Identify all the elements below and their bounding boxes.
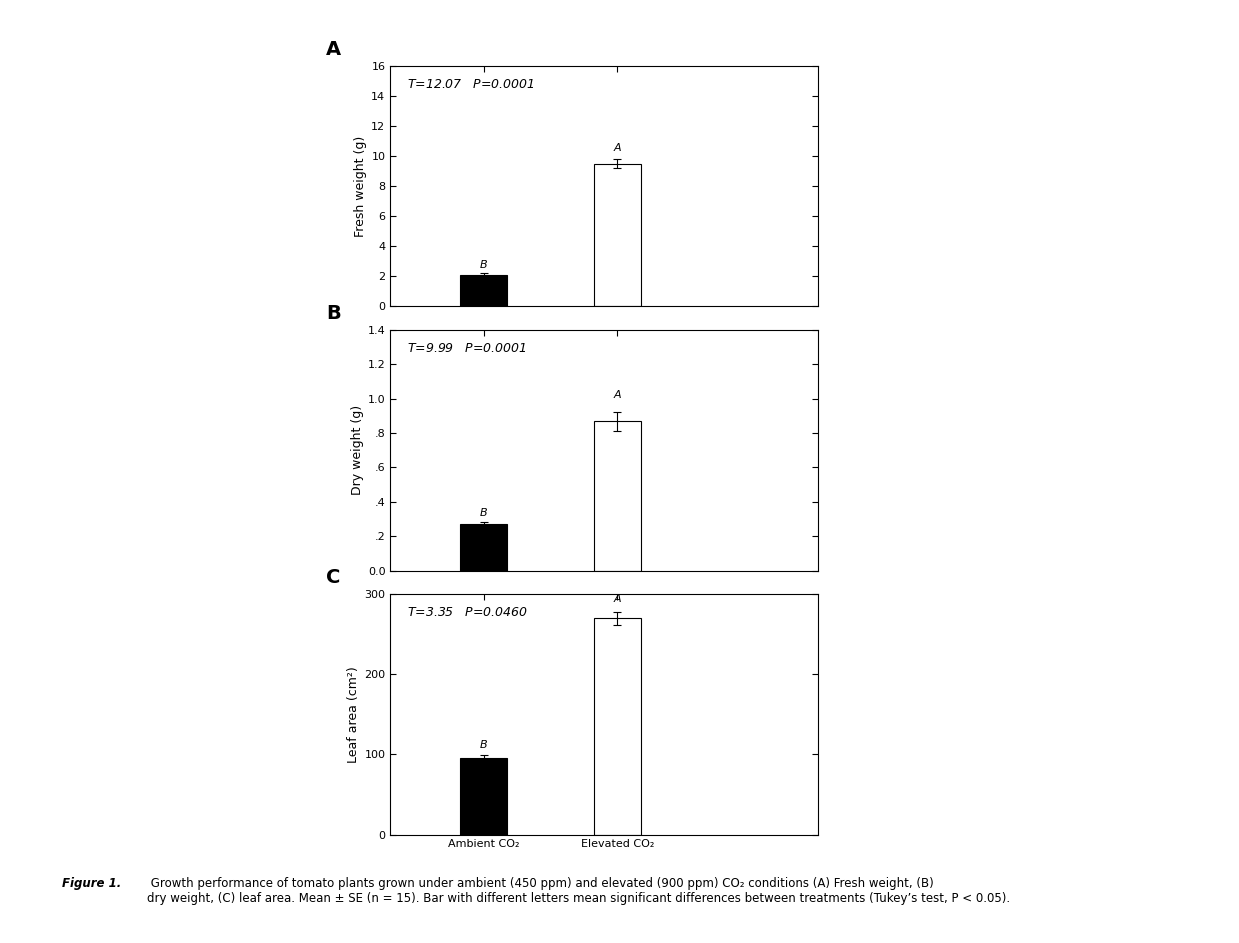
Text: B: B <box>479 260 488 271</box>
Text: C: C <box>326 568 341 587</box>
Text: A: A <box>326 40 341 58</box>
Text: Figure 1.: Figure 1. <box>62 877 121 890</box>
Bar <box>461 524 507 571</box>
Text: $T$=3.35   $P$=0.0460: $T$=3.35 $P$=0.0460 <box>408 606 528 620</box>
Y-axis label: Leaf area (cm²): Leaf area (cm²) <box>347 666 361 763</box>
Text: A: A <box>613 389 621 400</box>
Text: $T$=12.07   $P$=0.0001: $T$=12.07 $P$=0.0001 <box>408 78 535 91</box>
Bar <box>461 758 507 835</box>
Bar <box>593 164 641 306</box>
Text: $T$=9.99   $P$=0.0001: $T$=9.99 $P$=0.0001 <box>408 342 527 356</box>
Bar <box>461 275 507 306</box>
Y-axis label: Dry weight (g): Dry weight (g) <box>351 405 363 495</box>
Bar <box>593 619 641 835</box>
Text: B: B <box>326 304 341 323</box>
Text: B: B <box>479 507 488 518</box>
Bar <box>593 422 641 571</box>
Text: A: A <box>613 143 621 153</box>
Y-axis label: Fresh weight (g): Fresh weight (g) <box>354 136 367 237</box>
Text: B: B <box>479 740 488 751</box>
Text: A: A <box>613 594 621 604</box>
Text: Growth performance of tomato plants grown under ambient (450 ppm) and elevated (: Growth performance of tomato plants grow… <box>147 877 1011 905</box>
